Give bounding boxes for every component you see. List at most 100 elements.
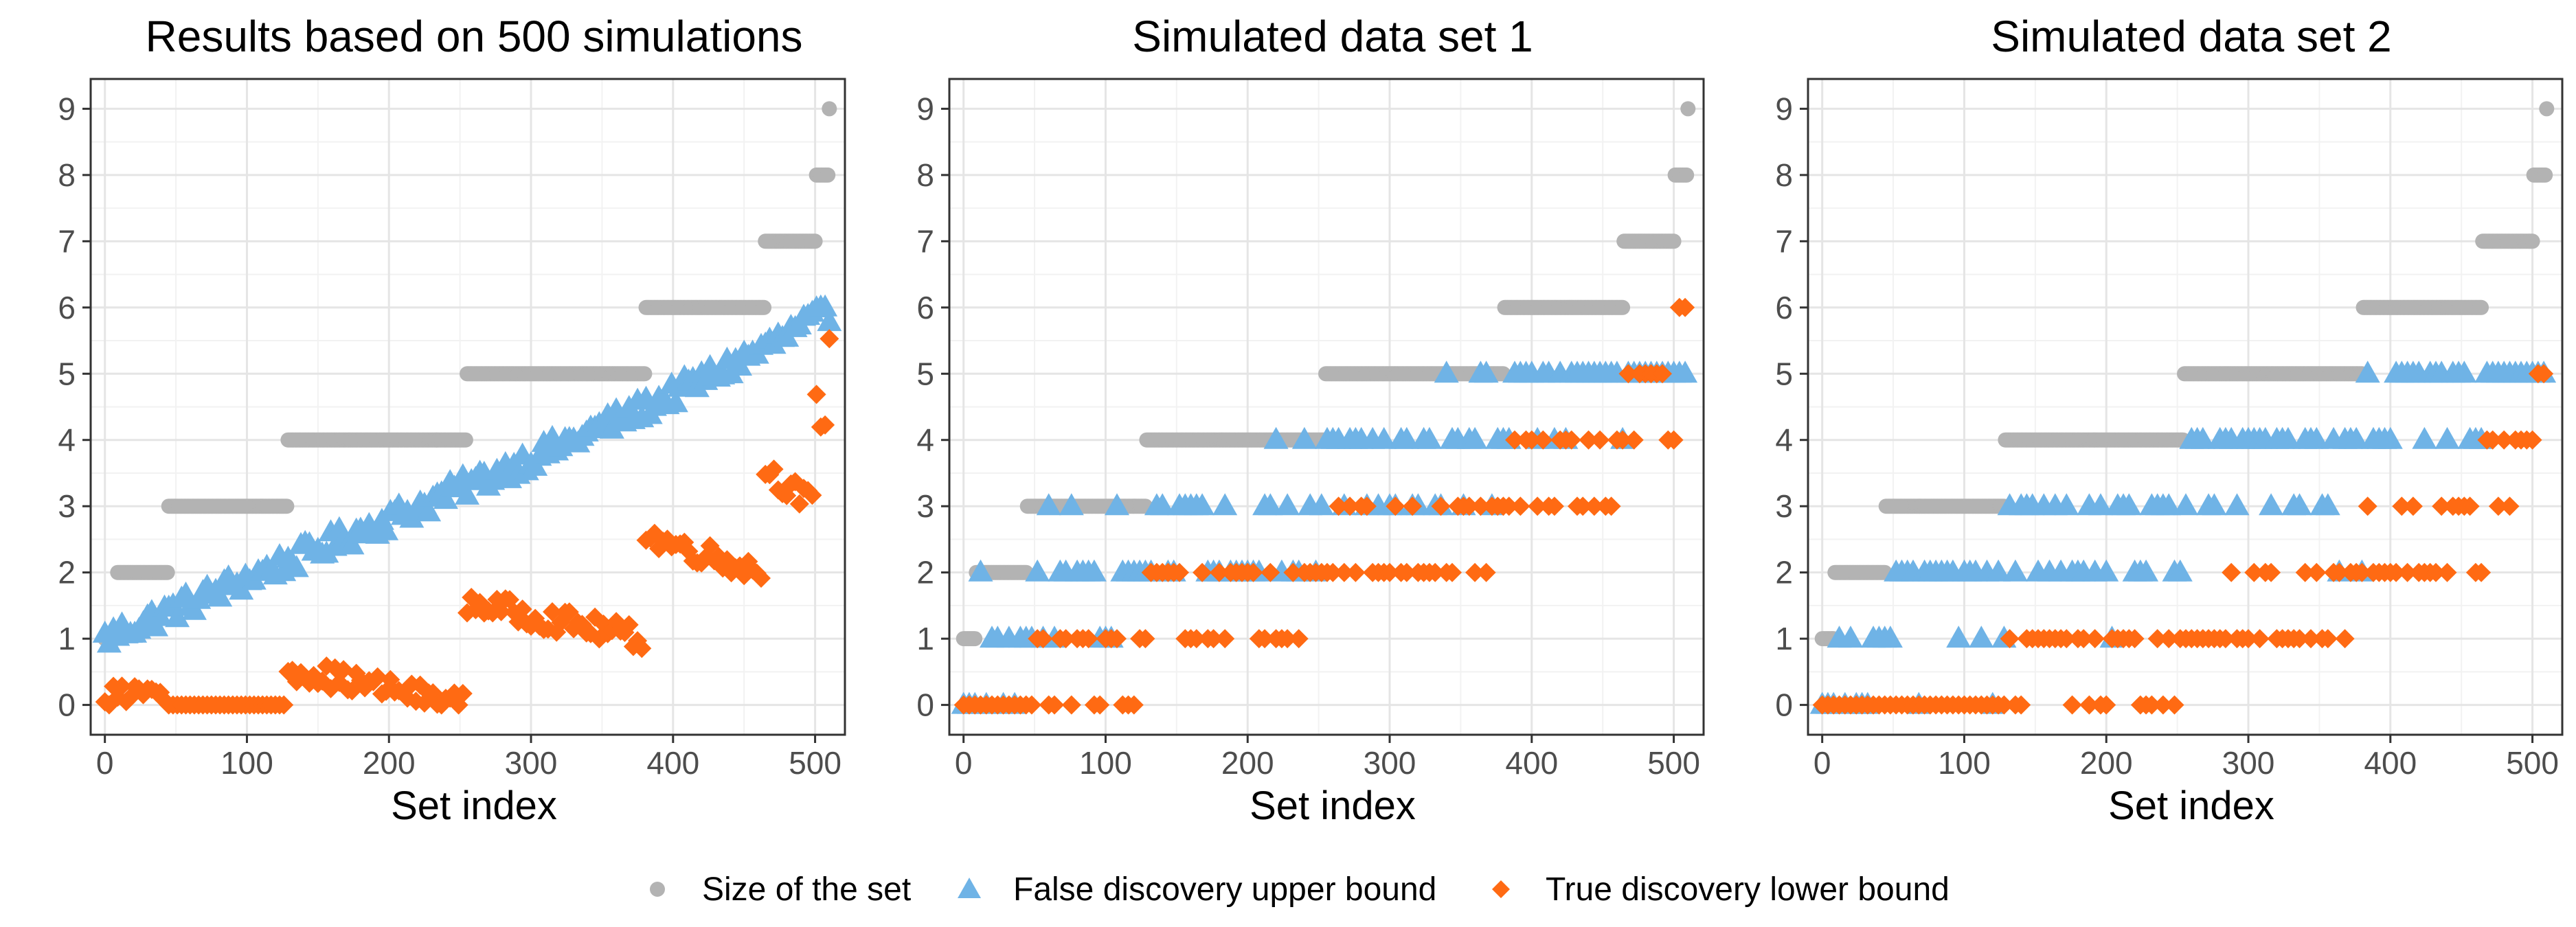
fdp-point <box>1275 493 1300 516</box>
y-tick-label: 2 <box>1775 555 1793 591</box>
fdp-point <box>2088 493 2113 516</box>
size-point <box>637 366 653 382</box>
tdp-point <box>1601 496 1621 516</box>
fdp-point <box>455 482 479 505</box>
tdp-point <box>1431 496 1451 516</box>
tdp-point <box>1186 629 1206 649</box>
tdp-point <box>1459 496 1479 516</box>
x-tick-label: 500 <box>789 745 841 781</box>
tdp-point <box>806 385 826 404</box>
size-point <box>1615 299 1631 315</box>
y-tick-label: 7 <box>916 223 934 259</box>
tdp-point <box>1021 695 1041 715</box>
tdp-point <box>1618 364 1638 384</box>
size-point <box>820 167 836 183</box>
fdp-point <box>1258 493 1283 516</box>
series-true-discovery-lower-bound <box>95 329 839 715</box>
tdp-point <box>2500 496 2520 516</box>
fdp-point <box>207 584 233 607</box>
tdp-point <box>2403 496 2423 516</box>
x-tick-label: 100 <box>1079 745 1132 781</box>
tdp-point <box>1061 695 1081 715</box>
x-tick-label: 300 <box>1364 745 1416 781</box>
y-tick-label: 7 <box>1775 223 1793 259</box>
tdp-point <box>1204 629 1223 649</box>
tdp-point <box>2426 562 2445 582</box>
tdp-point <box>1329 496 1348 516</box>
size-point <box>159 564 175 580</box>
tdp-point <box>1584 496 1604 516</box>
y-tick-label: 0 <box>58 687 76 723</box>
size-point <box>457 432 473 448</box>
tdp-point <box>619 615 639 634</box>
tdp-point <box>1209 562 1229 582</box>
y-tick-label: 8 <box>916 157 934 193</box>
y-tick-label: 4 <box>916 422 934 458</box>
tdp-point <box>1340 496 1360 516</box>
tdp-point <box>632 639 652 659</box>
fdp-point <box>1081 559 1107 582</box>
tdp-point <box>2165 695 2184 715</box>
tdp-point <box>1425 562 1445 582</box>
legend-circle-marker <box>650 882 665 897</box>
panel-3-x-axis-title: Set index <box>2108 783 2274 828</box>
tdp-point <box>802 485 822 505</box>
tdp-point <box>2244 562 2264 582</box>
tdp-point <box>2057 629 2077 649</box>
fdp-point <box>339 532 365 555</box>
fdp-point <box>1025 559 1050 582</box>
fdp-point <box>165 605 190 628</box>
tdp-point <box>2358 496 2377 516</box>
tdp-point <box>1357 496 1377 516</box>
tdp-point <box>1334 562 1354 582</box>
tdp-point <box>368 667 387 687</box>
tdp-point <box>2074 629 2094 649</box>
tdp-point <box>1499 496 1519 516</box>
tdp-point <box>2437 562 2457 582</box>
x-tick-label: 100 <box>221 745 273 781</box>
tdp-point <box>1215 629 1235 649</box>
y-tick-label: 6 <box>916 290 934 325</box>
tdp-point <box>512 599 532 619</box>
x-tick-label: 500 <box>2506 745 2559 781</box>
tdp-point <box>2290 629 2309 649</box>
tdp-point <box>1124 695 1144 715</box>
tdp-point <box>2153 695 2173 715</box>
y-tick-label: 2 <box>916 555 934 591</box>
tdp-point <box>1664 430 1684 450</box>
fdp-point <box>1394 426 1419 449</box>
panel-1-x-axis-title: Set index <box>391 783 557 828</box>
fdp-point <box>2287 493 2312 516</box>
y-tick-label: 6 <box>58 290 76 325</box>
panel-3-title: Simulated data set 2 <box>1991 12 2391 61</box>
fdp-point <box>1838 626 1863 648</box>
fdp-point <box>663 390 688 413</box>
y-tick-label: 0 <box>1775 687 1793 723</box>
tdp-point <box>2472 562 2492 582</box>
tdp-point <box>2352 562 2372 582</box>
fdp-point <box>968 559 993 582</box>
tdp-point <box>1090 695 1110 715</box>
fdp-point <box>2202 493 2227 516</box>
y-tick-label: 9 <box>58 91 76 126</box>
y-tick-label: 9 <box>1775 91 1793 126</box>
fdp-point <box>2344 426 2369 449</box>
y-tick-label: 4 <box>58 422 76 458</box>
tdp-point <box>2250 629 2270 649</box>
fdp-point <box>2412 426 2437 449</box>
tdp-point <box>2307 562 2327 582</box>
fdp-point <box>2167 559 2193 582</box>
fdp-point <box>2434 426 2460 449</box>
fdp-point <box>2275 426 2301 449</box>
fdp-point <box>813 294 838 317</box>
tdp-point <box>1653 364 1672 384</box>
panel-2-x-axis-title: Set index <box>1250 783 1416 828</box>
tdp-point <box>1283 562 1303 582</box>
fdp-point <box>2304 426 2329 449</box>
panel-3: 0 100 200 300 400 500 0 1 2 3 4 5 6 7 8 9 <box>1775 78 2564 781</box>
tdp-point <box>2085 629 2105 649</box>
tdp-point <box>1590 430 1610 450</box>
tdp-point <box>1528 496 1548 516</box>
tdp-point <box>1624 430 1644 450</box>
fdp-point <box>416 499 442 522</box>
